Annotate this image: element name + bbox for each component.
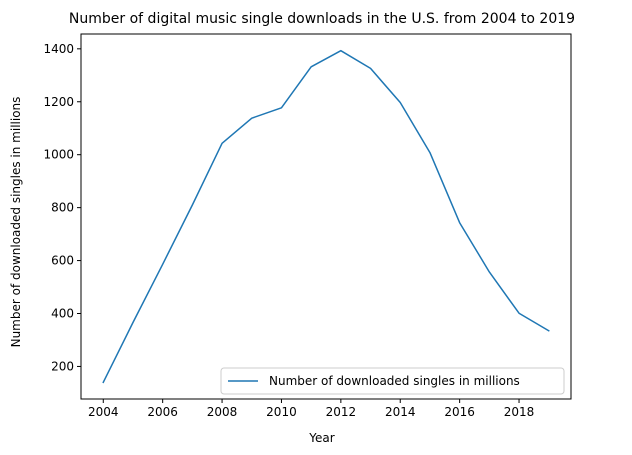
- y-axis-label: Number of downloaded singles in millions: [9, 97, 23, 348]
- y-tick-label: 1400: [43, 42, 74, 56]
- x-tick-label: 2018: [504, 405, 535, 419]
- x-tick-label: 2014: [385, 405, 416, 419]
- series-line-0: [102, 49, 550, 384]
- y-tick-label: 800: [51, 201, 74, 215]
- series-lines: [102, 49, 550, 384]
- chart-title: Number of digital music single downloads…: [69, 11, 575, 27]
- x-tick-label: 2010: [266, 405, 297, 419]
- y-tick-label: 400: [51, 307, 74, 321]
- x-axis-label: Year: [308, 431, 334, 445]
- x-tick-label: 2004: [88, 405, 119, 419]
- plot-frame: [80, 33, 572, 400]
- y-tick-label: 200: [51, 359, 74, 373]
- x-tick-label: 2012: [326, 405, 357, 419]
- legend: Number of downloaded singles in millions: [220, 367, 565, 395]
- x-tick-label: 2016: [444, 405, 475, 419]
- legend-box: [220, 367, 565, 395]
- x-tick-label: 2006: [147, 405, 178, 419]
- x-tick-label: 2008: [207, 405, 238, 419]
- y-tick-label: 1200: [43, 95, 74, 109]
- axis-ticks: 2004 2006 2008 2010 2012 2014 2016 2018 200 400 60…: [43, 42, 534, 419]
- y-tick-label: 1000: [43, 148, 74, 162]
- legend-label: Number of downloaded singles in millions: [269, 374, 520, 388]
- y-tick-label: 600: [51, 254, 74, 268]
